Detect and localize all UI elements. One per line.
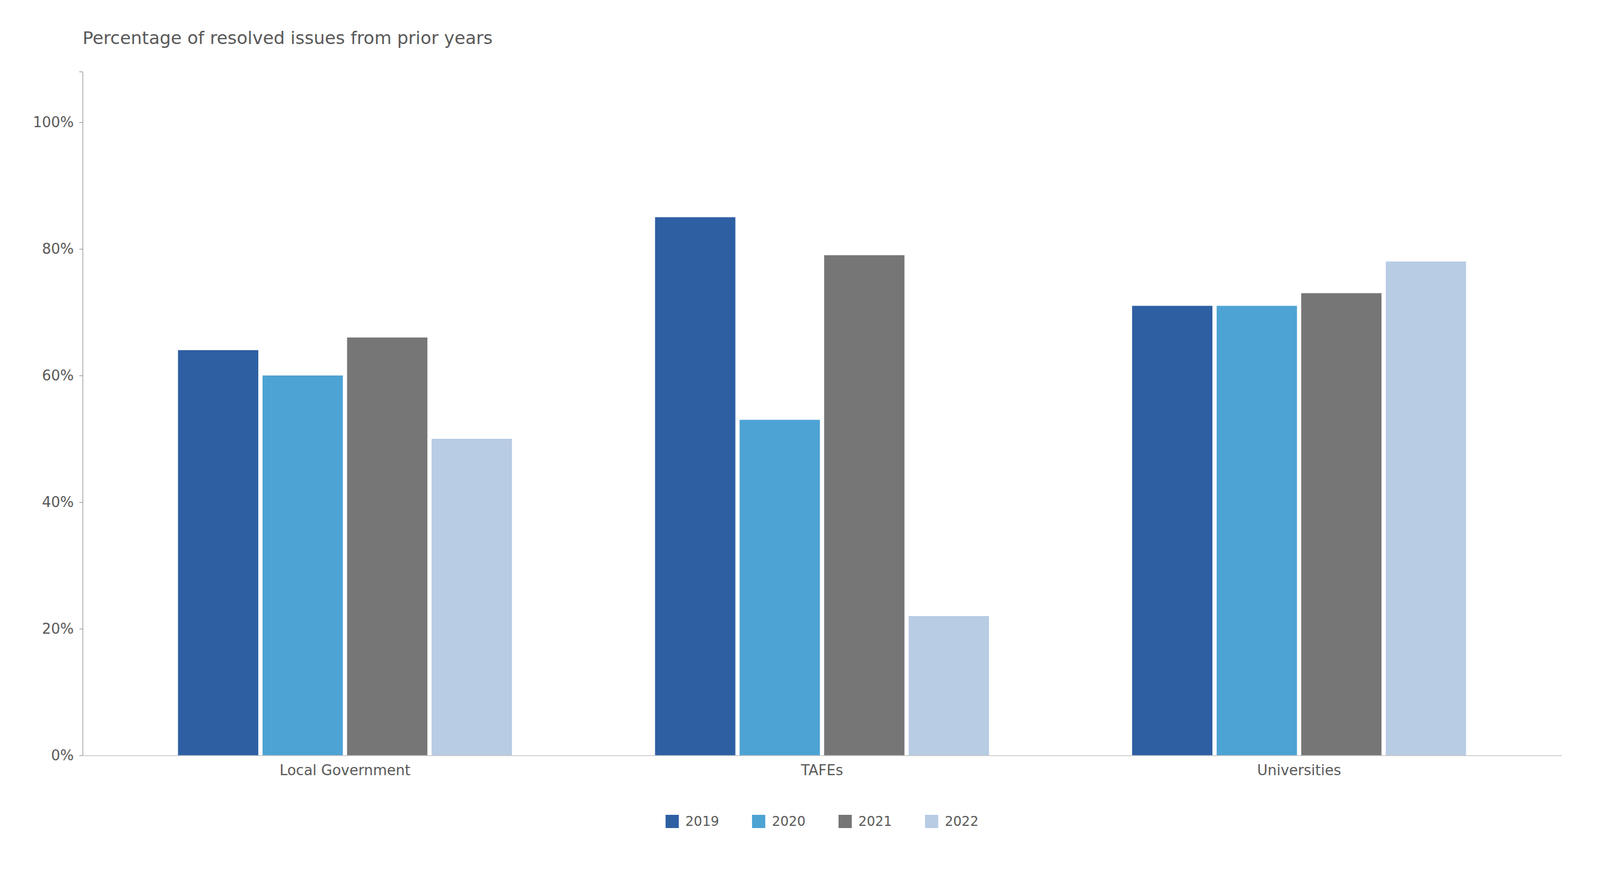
legend-item: 2022 <box>924 813 979 830</box>
y-tick-label: 100% <box>33 113 74 131</box>
y-tick: 60% <box>41 367 83 384</box>
bar <box>1216 306 1298 756</box>
bar <box>908 616 989 756</box>
y-tick: 80% <box>41 240 83 258</box>
y-tick-mark <box>79 502 83 503</box>
y-axis: 0% 20% 40% 60% 80% 100% <box>33 72 84 764</box>
x-axis-line <box>83 755 1563 757</box>
title: Percentage of resolved issues from prior… <box>82 27 493 49</box>
y-tick-mark <box>79 248 83 250</box>
y-tick-label: 0% <box>51 747 74 764</box>
bar <box>1385 261 1467 756</box>
y-tick-label: 40% <box>41 493 74 511</box>
y-tick-label: 20% <box>41 620 74 638</box>
y-axis-line <box>79 72 84 756</box>
x-tick-label: Local Government <box>279 762 411 779</box>
bar <box>346 337 428 756</box>
legend: 2019 2020 2021 2022 <box>665 813 979 830</box>
legend-swatch <box>838 814 852 829</box>
bar <box>177 350 259 756</box>
y-tick: 0% <box>51 747 83 764</box>
legend-item: 2021 <box>838 813 892 830</box>
bar <box>431 438 513 756</box>
bar <box>739 420 820 756</box>
legend-label: 2022 <box>944 813 979 830</box>
legend-item: 2020 <box>752 813 806 830</box>
y-tick-mark <box>79 755 83 756</box>
x-tick-label: Universities <box>1256 762 1342 779</box>
chart-svg: 0% 20% 40% 60% 80% 100% Local Government TAFEs U… <box>0 0 1600 882</box>
bar <box>824 255 905 756</box>
legend-swatch <box>924 814 939 829</box>
x-tick: Local Government <box>279 762 411 779</box>
bar-series <box>177 217 1213 756</box>
legend-label: 2021 <box>858 813 892 830</box>
x-tick: TAFEs <box>800 762 844 779</box>
y-tick-label: 60% <box>41 367 74 384</box>
legend-swatch <box>665 814 679 829</box>
legend-item: 2019 <box>665 813 720 830</box>
bar-series <box>431 261 1467 756</box>
legend-label: 2020 <box>771 813 806 830</box>
legend-swatch <box>752 814 766 829</box>
y-tick: 20% <box>41 620 83 638</box>
plot: 0% 20% 40% 60% 80% 100% Local Government TAFEs U… <box>33 72 1563 780</box>
x-axis: Local Government TAFEs Universities <box>83 755 1563 780</box>
x-tick-label: TAFEs <box>800 762 844 779</box>
y-tick: 40% <box>41 493 83 511</box>
bars <box>177 217 1466 756</box>
bar <box>655 217 736 756</box>
x-tick: Universities <box>1256 762 1342 779</box>
bar <box>1132 306 1213 756</box>
y-tick: 100% <box>33 113 83 131</box>
bar-series <box>346 255 1382 756</box>
y-tick-mark <box>79 628 83 630</box>
bar <box>1301 293 1382 756</box>
bar <box>262 375 344 756</box>
y-tick-label: 80% <box>41 240 74 258</box>
y-tick-mark <box>79 122 83 123</box>
y-tick-mark <box>79 375 83 377</box>
legend-label: 2019 <box>685 813 720 830</box>
bar-series <box>262 306 1298 756</box>
